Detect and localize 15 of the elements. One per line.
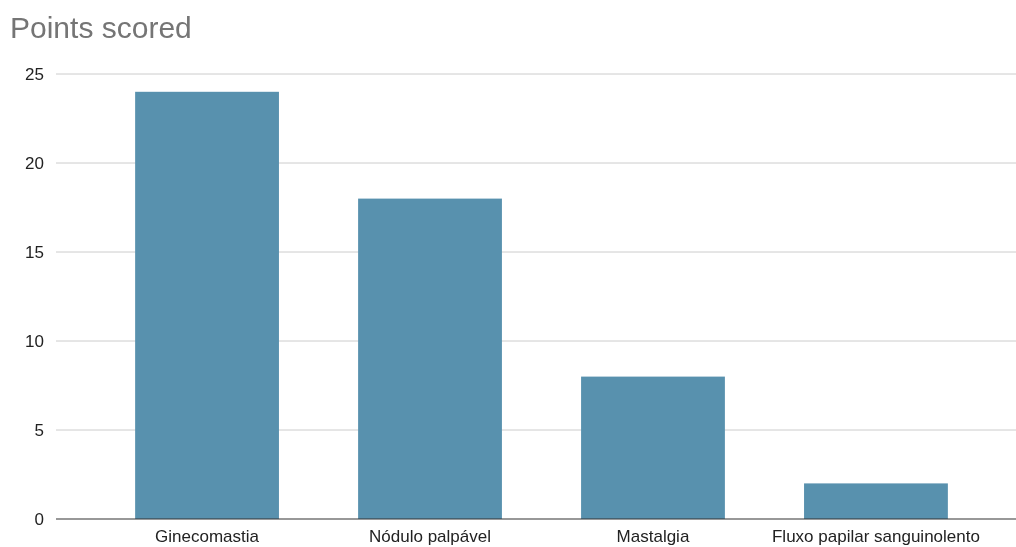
y-tick-label: 10 — [25, 331, 44, 351]
y-tick-label: 15 — [25, 242, 44, 262]
y-tick-label: 0 — [34, 509, 44, 529]
y-tick-label: 25 — [25, 64, 44, 84]
x-tick-label: Fluxo papilar sanguinolento — [772, 527, 980, 546]
bar — [804, 483, 948, 519]
bar — [135, 91, 279, 519]
bar — [581, 376, 725, 519]
x-tick-label: Ginecomastia — [155, 527, 260, 546]
x-tick-label: Mastalgia — [616, 527, 690, 546]
y-tick-label: 5 — [34, 420, 44, 440]
x-tick-label: Nódulo palpável — [369, 527, 491, 546]
chart-title: Points scored — [10, 11, 192, 44]
bar — [358, 198, 502, 519]
y-tick-label: 20 — [25, 153, 44, 173]
